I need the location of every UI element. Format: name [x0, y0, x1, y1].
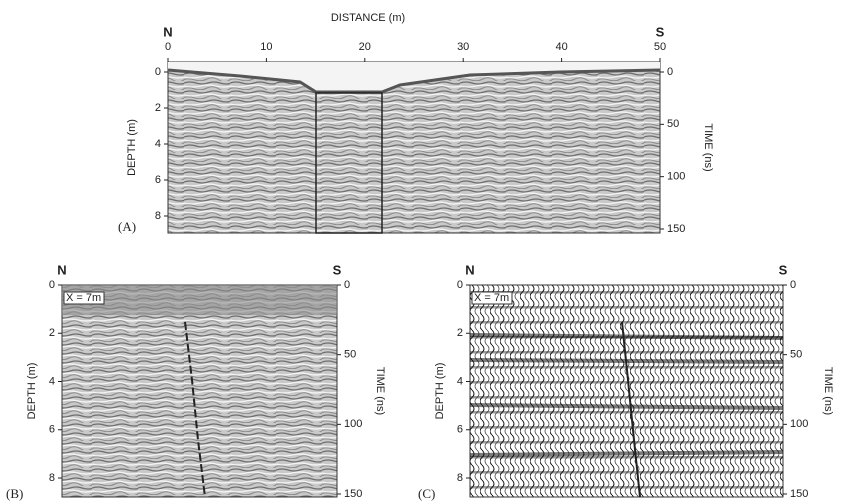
- y-tick-label: 4: [457, 375, 463, 387]
- x-tick-label: 30: [457, 41, 469, 53]
- y-tick-label: 8: [155, 210, 161, 222]
- y-tick-label: 2: [49, 327, 55, 339]
- y-tick-label: 0: [155, 66, 161, 78]
- axis-title: TIME (ns): [702, 123, 714, 171]
- x-tick-label: 50: [654, 41, 666, 53]
- y-tick-label: 8: [457, 472, 463, 484]
- y-tick-label: 6: [457, 424, 463, 436]
- axis-title: DEPTH (m): [26, 363, 38, 420]
- x-tick-label: 20: [359, 41, 371, 53]
- axis-title: TIME (ns): [822, 367, 834, 415]
- x-tick-label: 10: [260, 41, 272, 53]
- y2-tick-label: 150: [344, 488, 362, 500]
- y2-tick-label: 100: [344, 418, 362, 430]
- end-label: S: [333, 262, 342, 277]
- axis-title: DEPTH (m): [126, 119, 138, 176]
- end-label: S: [779, 262, 788, 277]
- panel-label: (A): [118, 219, 136, 234]
- y-tick-label: 4: [49, 375, 55, 387]
- inset-label: X = 7m: [66, 292, 101, 304]
- end-label: N: [57, 262, 66, 277]
- end-label: N: [163, 24, 172, 39]
- panel-a-image: [167, 61, 661, 234]
- end-label: S: [656, 24, 665, 39]
- axis-title: DEPTH (m): [434, 363, 446, 420]
- axis-title: TIME (ns): [374, 367, 386, 415]
- panel-label: (B): [6, 486, 23, 501]
- y-tick-label: 2: [457, 327, 463, 339]
- y2-tick-label: 100: [790, 418, 808, 430]
- y2-tick-label: 100: [667, 171, 685, 183]
- axis-title: DISTANCE (m): [331, 12, 405, 24]
- panel-b-image: [61, 284, 338, 498]
- y2-tick-label: 0: [790, 279, 796, 291]
- y-tick-label: 2: [155, 102, 161, 114]
- y2-tick-label: 50: [667, 118, 679, 130]
- x-tick-label: 0: [165, 41, 171, 53]
- inset-label: X = 7m: [474, 292, 509, 304]
- y-tick-label: 6: [49, 424, 55, 436]
- panel-label: (C): [418, 486, 435, 501]
- y2-tick-label: 0: [667, 66, 673, 78]
- end-label: N: [465, 262, 474, 277]
- y-tick-label: 0: [49, 279, 55, 291]
- panel-c-image: [469, 284, 784, 498]
- y2-tick-label: 150: [667, 223, 685, 235]
- y2-tick-label: 50: [790, 349, 802, 361]
- y2-tick-label: 50: [344, 349, 356, 361]
- y2-tick-label: 150: [790, 488, 808, 500]
- y-tick-label: 4: [155, 138, 161, 150]
- y2-tick-label: 0: [344, 279, 350, 291]
- y-tick-label: 6: [155, 174, 161, 186]
- y-tick-label: 0: [457, 279, 463, 291]
- x-tick-label: 40: [555, 41, 567, 53]
- y-tick-label: 8: [49, 472, 55, 484]
